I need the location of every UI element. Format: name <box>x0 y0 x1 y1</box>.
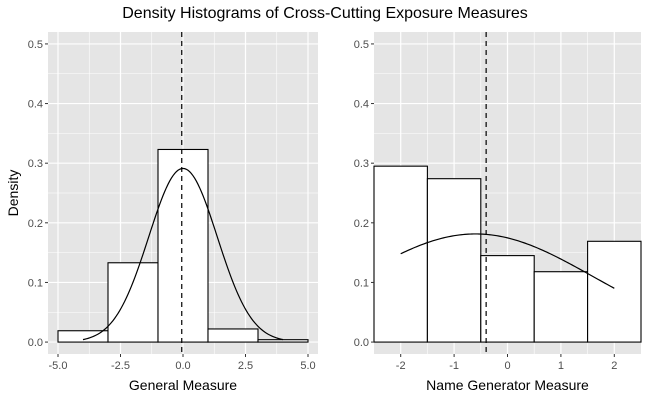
x-tick-label: -2.5 <box>111 360 130 372</box>
x-tick-label: 2.5 <box>238 360 253 372</box>
histogram-bar-3 <box>480 255 535 343</box>
y-tick-label: 0.2 <box>28 218 43 230</box>
y-tick-label: 0.4 <box>354 99 369 111</box>
y-tick-label: 0.1 <box>354 277 369 289</box>
histogram-bar-2 <box>107 262 159 343</box>
histogram-bar-2 <box>426 178 482 343</box>
panel-name-generator-measure: 0.0 0.1 0.2 0.3 0.4 0.5 -2 -1 0 1 2 Name Generator … <box>354 32 642 393</box>
y-tick-label: 0.3 <box>28 158 43 170</box>
y-axis-title: Density <box>5 170 21 217</box>
x-tick-label: -1 <box>449 360 459 372</box>
y-tick-label: 0.5 <box>354 39 369 51</box>
histogram-bar-5 <box>257 339 309 343</box>
x-tick-label: -5.0 <box>49 360 68 372</box>
histogram-bar-5 <box>587 240 642 343</box>
x-axis-title: General Measure <box>129 377 237 393</box>
chart-title: Density Histograms of Cross-Cutting Expo… <box>122 5 527 22</box>
y-tick-label: 0.2 <box>354 218 369 230</box>
x-tick-label: 2 <box>611 360 617 372</box>
panel-general-measure: 0.0 0.1 0.2 0.3 0.4 0.5 -5.0 -2.5 0.0 2.5 5.0 Gener… <box>28 32 318 393</box>
density-curve <box>82 167 284 341</box>
y-tick-label: 0.3 <box>354 158 369 170</box>
y-tick-label: 0.4 <box>28 99 43 111</box>
x-tick-label: 1 <box>558 360 564 372</box>
histogram-bar-4 <box>207 328 259 343</box>
x-axis-title: Name Generator Measure <box>426 377 589 393</box>
y-tick-label: 0.0 <box>354 337 369 349</box>
y-tick-label: 0.1 <box>28 277 43 289</box>
x-tick-label: 0.0 <box>175 360 190 372</box>
histogram-bar-1 <box>373 165 428 343</box>
x-tick-label: 0 <box>504 360 510 372</box>
y-tick-label: 0.0 <box>28 337 43 349</box>
histogram-bar-3 <box>157 148 209 343</box>
y-tick-label: 0.5 <box>28 39 43 51</box>
histogram-bar-4 <box>533 271 589 343</box>
x-tick-label: 5.0 <box>300 360 315 372</box>
x-tick-label: -2 <box>396 360 406 372</box>
density-curve <box>400 233 615 289</box>
